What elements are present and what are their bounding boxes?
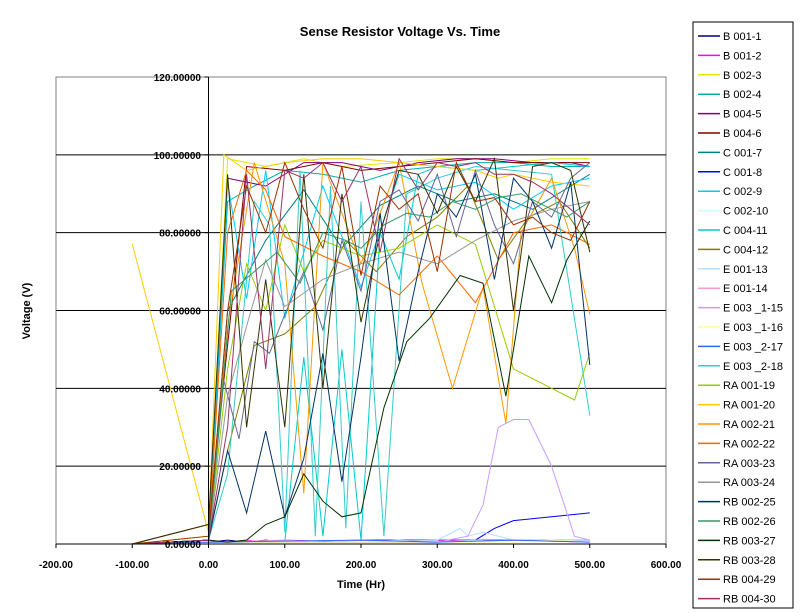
legend-entry: B 002-3	[723, 70, 762, 82]
legend-entry: RB 002-25	[723, 497, 776, 509]
legend-entry: B 002-4	[723, 89, 762, 101]
legend-entry: E 003 _1-16	[723, 322, 783, 334]
series-line-23	[132, 162, 591, 545]
series-lines	[131, 153, 591, 545]
legend-entry: RB 002-26	[723, 516, 776, 528]
x-tick-label: 600.00	[651, 560, 682, 571]
legend-entry: E 003 _2-18	[723, 361, 783, 373]
series-line-29	[132, 160, 591, 545]
y-tick-label: 0.00000	[165, 540, 202, 551]
legend-entry: E 003 _1-15	[723, 303, 783, 315]
series-line-30	[132, 157, 591, 545]
x-tick-label: 100.00	[269, 560, 300, 571]
x-tick-label: 500.00	[574, 560, 605, 571]
series-line-27	[132, 220, 591, 545]
legend-entry: C 001-8	[723, 167, 762, 179]
axes: 0.00000 20.00000 40.00000 60.00000 80.00000 1…	[39, 73, 682, 571]
legend: B 001-1 B 001-2 B 002-3 B 002-4 B 004-5 B 004…	[698, 31, 783, 606]
x-tick-label: 400.00	[498, 560, 529, 571]
x-tick-label: -200.00	[39, 560, 73, 571]
y-tick-label: 100.00000	[154, 151, 202, 162]
legend-entry: RA 001-20	[723, 400, 775, 412]
chart-title: Sense Resistor Voltage Vs. Time	[300, 24, 500, 39]
series-line-19	[132, 223, 591, 545]
legend-entry: B 004-6	[723, 128, 762, 140]
y-axis-label: Voltage (V)	[21, 282, 33, 339]
legend-box	[692, 21, 794, 609]
legend-entry: RA 002-21	[723, 419, 775, 431]
series-line-21	[132, 160, 591, 545]
legend-entry: B 004-5	[723, 109, 762, 121]
y-tick-label: 20.00000	[159, 462, 201, 473]
x-tick-label: 200.00	[346, 560, 377, 571]
legend-entry: E 001-13	[723, 264, 768, 276]
series-line-18	[132, 165, 591, 545]
legend-entry: RB 003-27	[723, 535, 776, 547]
legend-entry: RA 003-23	[723, 458, 775, 470]
legend-entry: B 001-2	[723, 50, 762, 62]
legend-entry: C 001-7	[723, 147, 762, 159]
x-tick-label: -100.00	[115, 560, 149, 571]
y-tick-label: 120.00000	[154, 73, 202, 84]
legend-entry: E 003 _2-17	[723, 341, 783, 353]
series-line-20	[131, 153, 590, 533]
y-tick-label: 80.00000	[159, 229, 201, 240]
legend-entry: RA 001-19	[723, 380, 775, 392]
legend-entry: RB 004-29	[723, 574, 776, 586]
series-line-3	[132, 158, 590, 545]
legend-entry: RA 002-22	[723, 438, 775, 450]
y-tick-label: 60.00000	[159, 307, 201, 318]
legend-entry: RB 003-28	[723, 555, 776, 567]
legend-entry: C 004-12	[723, 244, 768, 256]
gridlines	[56, 154, 666, 467]
legend-entry: RB 004-30	[723, 594, 776, 606]
x-tick-label: 0.00	[199, 560, 219, 571]
x-tick-label: 300.00	[422, 560, 453, 571]
legend-entry: B 001-1	[723, 31, 762, 43]
series-line-17	[132, 539, 590, 545]
y-tick-label: 40.00000	[159, 384, 201, 395]
series-line-9	[132, 170, 590, 545]
series-line-25	[132, 172, 591, 545]
series-line-26	[132, 193, 591, 545]
legend-entry: C 004-11	[723, 225, 767, 237]
legend-entry: E 001-14	[723, 283, 768, 295]
x-axis-label: Time (Hr)	[337, 579, 385, 591]
legend-entry: RA 003-24	[723, 477, 775, 489]
legend-entry: C 002-9	[723, 186, 762, 198]
legend-entry: C 002-10	[723, 206, 768, 218]
series-line-28	[132, 156, 591, 545]
